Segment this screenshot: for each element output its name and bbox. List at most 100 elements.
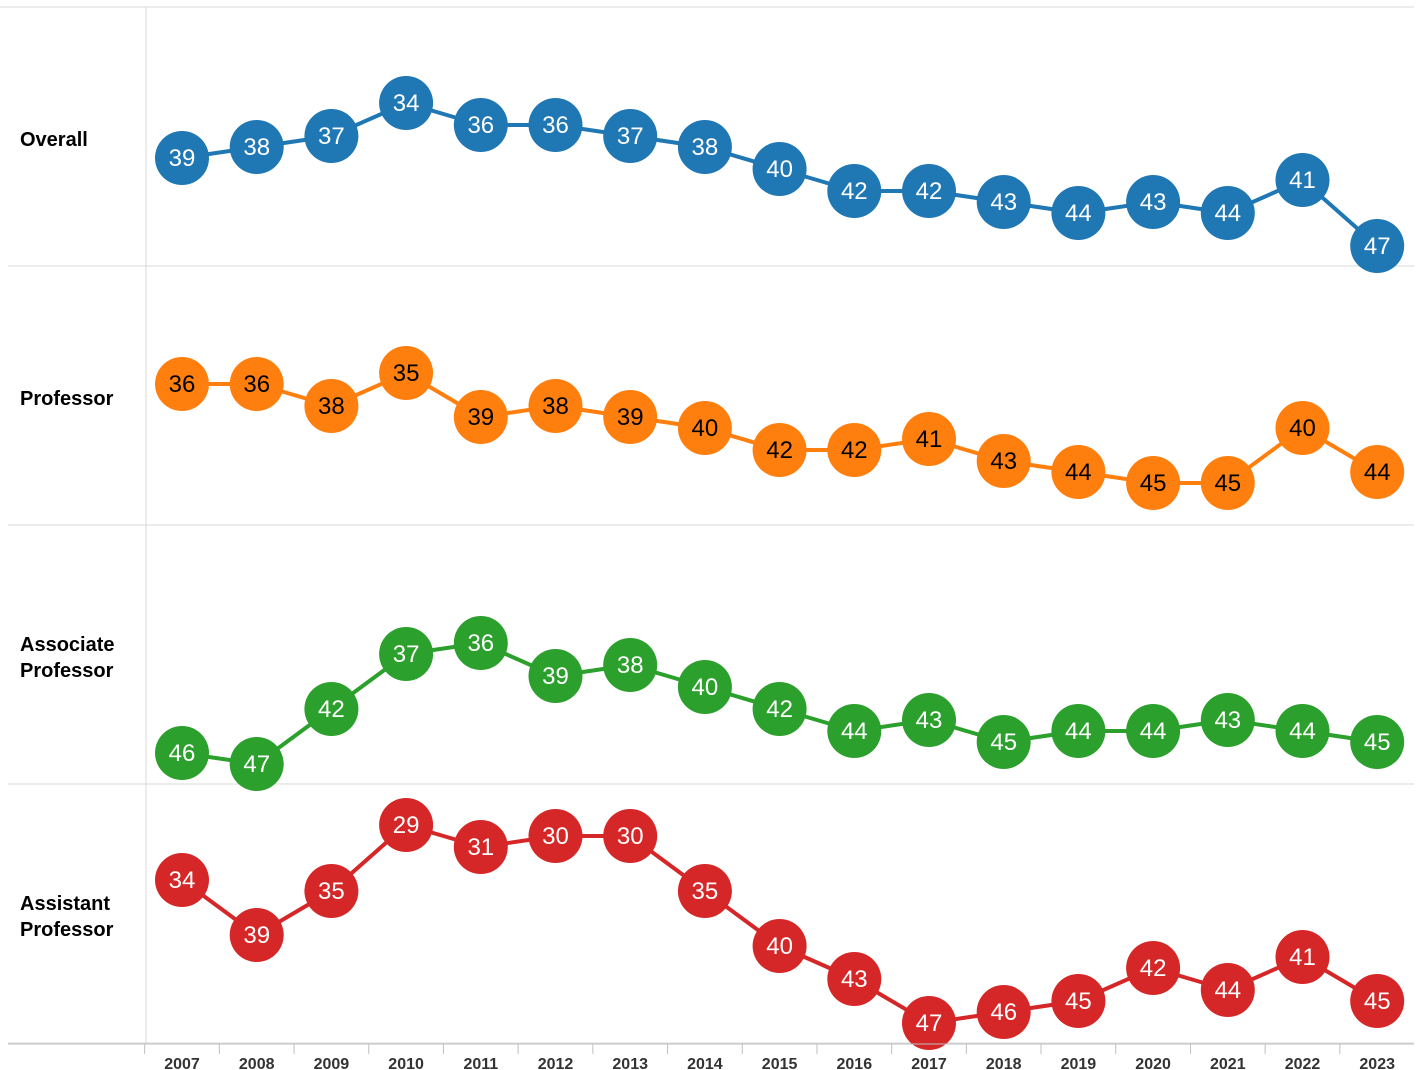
data-label: 39 [542,663,569,690]
data-label: 42 [766,696,793,723]
data-point [1051,445,1106,499]
row-label-line: Associate [20,634,115,656]
data-point [827,423,882,477]
data-label: 45 [1214,470,1241,497]
data-point [528,649,583,703]
data-label: 45 [990,729,1017,756]
data-label: 35 [692,878,719,905]
data-point [976,985,1031,1039]
data-point [453,390,508,444]
data-label: 29 [393,812,420,839]
data-point [155,131,209,185]
x-tick-label: 2020 [1135,1056,1171,1070]
data-point [1275,704,1330,758]
data-point [1350,715,1405,769]
data-label: 41 [916,426,943,453]
data-label: 38 [318,393,345,420]
data-label: 44 [841,718,868,745]
data-point [603,109,658,163]
data-label: 43 [990,448,1017,475]
data-point [304,864,359,918]
data-point [1126,456,1181,510]
x-tick-label: 2013 [612,1056,648,1070]
x-tick-label: 2019 [1061,1056,1097,1070]
x-tick-label: 2015 [762,1056,798,1070]
series-assistant-professor: Assistant Professor 34 39 35 29 31 30 30 35 40 43 47… [8,798,1414,1050]
data-point [528,379,583,433]
data-label: 40 [766,933,793,960]
x-tick-label: 2007 [164,1056,200,1070]
data-label: 38 [692,134,719,161]
data-label: 47 [916,1010,943,1037]
data-label: 44 [1214,977,1241,1004]
data-point [1275,153,1330,207]
data-point [677,864,732,918]
data-label: 44 [1065,200,1092,227]
data-label: 46 [169,740,196,767]
data-point [379,76,434,130]
data-label: 36 [467,630,494,657]
data-point [1051,974,1106,1028]
series-associate-professor: Associate Professor 46 47 42 37 36 39 38 40 42 44 43… [8,616,1414,791]
data-point [379,627,434,681]
data-label: 43 [1140,189,1167,216]
data-label: 45 [1065,988,1092,1015]
data-point [752,142,807,196]
data-label: 44 [1065,459,1092,486]
data-point [677,401,732,455]
data-label: 44 [1214,200,1241,227]
data-label: 40 [1289,415,1316,442]
data-label: 46 [990,999,1017,1026]
data-label: 31 [467,834,494,861]
data-label: 44 [1065,718,1092,745]
data-label: 44 [1289,718,1316,745]
row-label-line: Overall [20,129,88,151]
data-label: 43 [990,189,1017,216]
data-point [603,638,658,692]
data-label: 47 [1364,233,1391,260]
data-point [902,693,956,747]
data-label: 42 [916,178,943,205]
data-point [453,98,508,152]
data-label: 34 [169,867,196,894]
x-tick-label: 2022 [1285,1056,1321,1070]
data-point [1051,186,1106,240]
data-label: 35 [393,360,420,387]
x-tick-label: 2023 [1359,1056,1395,1070]
data-point [155,357,209,411]
data-label: 42 [1140,955,1167,982]
data-label: 45 [1364,988,1391,1015]
data-point [976,715,1031,769]
data-point [752,919,807,973]
data-point [1350,219,1405,273]
data-point [752,423,807,477]
x-tick-label: 2009 [314,1056,350,1070]
data-label: 41 [1289,944,1316,971]
x-tick-label: 2017 [911,1056,947,1070]
data-point [304,682,359,736]
data-label: 39 [243,922,270,949]
data-label: 44 [1364,459,1391,486]
data-point [827,952,882,1006]
data-point [1126,175,1181,229]
data-label: 34 [393,90,420,117]
data-label: 43 [841,966,868,993]
row-label-assistant-professor: Assistant Professor [20,893,114,941]
data-point [1051,704,1106,758]
data-label: 35 [318,878,345,905]
data-point [677,660,732,714]
data-label: 30 [617,823,644,850]
data-label: 44 [1140,718,1167,745]
data-point [229,357,284,411]
data-label: 45 [1140,470,1167,497]
data-label: 38 [617,652,644,679]
data-label: 36 [467,112,494,139]
row-label-line: Professor [20,660,114,682]
data-point [379,346,434,400]
data-point [1126,941,1181,995]
data-point [304,379,359,433]
x-tick-label: 2014 [687,1056,723,1070]
data-label: 45 [1364,729,1391,756]
x-axis: 2007 2008 2009 2010 2011 2012 2013 2014 2015 2016… [8,1043,1414,1070]
data-point [603,390,658,444]
